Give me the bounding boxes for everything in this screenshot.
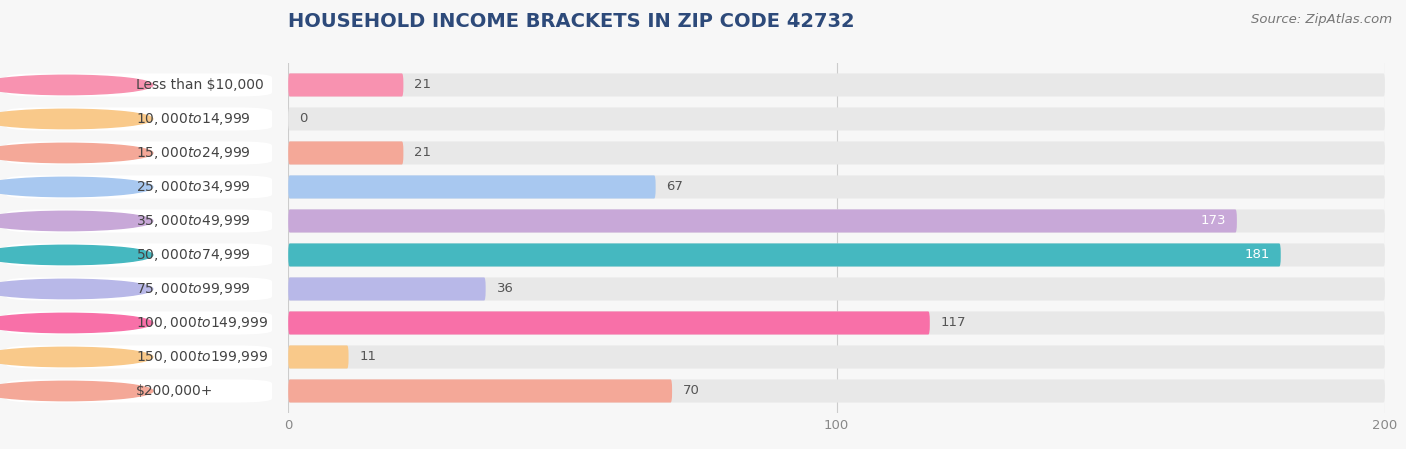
Circle shape [0,313,153,333]
FancyBboxPatch shape [6,243,273,267]
FancyBboxPatch shape [288,277,485,300]
Text: 67: 67 [666,180,683,194]
FancyBboxPatch shape [288,345,1385,369]
Text: 0: 0 [299,112,308,125]
FancyBboxPatch shape [288,209,1385,233]
Text: $15,000 to $24,999: $15,000 to $24,999 [135,145,250,161]
Text: 21: 21 [415,146,432,159]
Text: Less than $10,000: Less than $10,000 [135,78,263,92]
Text: 36: 36 [496,282,513,295]
Text: 181: 181 [1244,248,1270,261]
Circle shape [0,279,153,299]
Circle shape [0,245,153,264]
FancyBboxPatch shape [288,176,655,198]
FancyBboxPatch shape [288,277,1385,300]
FancyBboxPatch shape [6,379,273,403]
Text: HOUSEHOLD INCOME BRACKETS IN ZIP CODE 42732: HOUSEHOLD INCOME BRACKETS IN ZIP CODE 42… [288,13,855,31]
FancyBboxPatch shape [6,209,273,233]
Text: $25,000 to $34,999: $25,000 to $34,999 [135,179,250,195]
FancyBboxPatch shape [288,141,404,164]
Text: $35,000 to $49,999: $35,000 to $49,999 [135,213,250,229]
FancyBboxPatch shape [288,209,1237,233]
Circle shape [0,109,153,129]
Text: Source: ZipAtlas.com: Source: ZipAtlas.com [1251,13,1392,26]
Text: $200,000+: $200,000+ [135,384,212,398]
Circle shape [0,143,153,163]
FancyBboxPatch shape [288,312,1385,335]
FancyBboxPatch shape [288,243,1385,267]
FancyBboxPatch shape [288,141,1385,164]
FancyBboxPatch shape [288,379,672,403]
FancyBboxPatch shape [288,73,1385,97]
FancyBboxPatch shape [6,73,273,97]
FancyBboxPatch shape [6,345,273,369]
FancyBboxPatch shape [6,107,273,131]
Text: $150,000 to $199,999: $150,000 to $199,999 [135,349,269,365]
Text: 173: 173 [1201,215,1226,228]
FancyBboxPatch shape [288,312,929,335]
Circle shape [0,177,153,197]
FancyBboxPatch shape [288,243,1281,267]
Circle shape [0,211,153,231]
Text: $100,000 to $149,999: $100,000 to $149,999 [135,315,269,331]
FancyBboxPatch shape [6,277,273,300]
FancyBboxPatch shape [288,379,1385,403]
Text: $50,000 to $74,999: $50,000 to $74,999 [135,247,250,263]
Text: 70: 70 [683,384,700,397]
FancyBboxPatch shape [288,345,349,369]
FancyBboxPatch shape [288,107,1385,131]
FancyBboxPatch shape [288,176,1385,198]
Circle shape [0,347,153,367]
Text: 11: 11 [360,351,377,364]
FancyBboxPatch shape [6,312,273,335]
Text: $75,000 to $99,999: $75,000 to $99,999 [135,281,250,297]
Text: 117: 117 [941,317,966,330]
FancyBboxPatch shape [6,141,273,164]
FancyBboxPatch shape [288,73,404,97]
Circle shape [0,381,153,401]
Text: 21: 21 [415,79,432,92]
Text: $10,000 to $14,999: $10,000 to $14,999 [135,111,250,127]
Circle shape [0,75,153,95]
FancyBboxPatch shape [6,176,273,198]
